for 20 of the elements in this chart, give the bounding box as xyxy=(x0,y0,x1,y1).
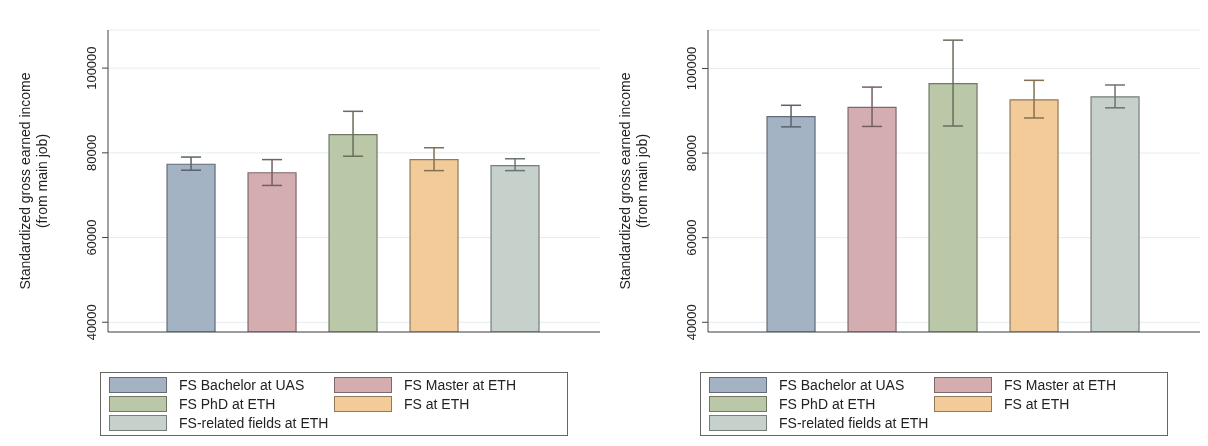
y-tick-label: 40000 xyxy=(684,304,699,341)
y-tick-label: 100000 xyxy=(684,46,699,91)
legend-label: FS at ETH xyxy=(404,396,470,412)
legend-label: FS Bachelor at UAS xyxy=(779,377,905,393)
legend-label: FS Master at ETH xyxy=(404,377,517,393)
legend-label: FS Bachelor at UAS xyxy=(179,377,305,393)
legend-label: FS Master at ETH xyxy=(1004,377,1117,393)
y-tick-label: 100000 xyxy=(84,46,99,90)
y-tick-label: 80000 xyxy=(684,135,699,172)
y-axis-title: Standardized gross earned income (from main job) xyxy=(617,72,650,290)
legend-label: FS-related fields at ETH xyxy=(779,415,929,431)
legend-label: FS PhD at ETH xyxy=(779,396,876,412)
legend-label: FS PhD at ETH xyxy=(179,396,276,412)
y-tick-label: 60000 xyxy=(684,219,699,256)
y-tick-label: 80000 xyxy=(84,134,99,171)
y-tick-label: 40000 xyxy=(84,304,99,341)
legend-label: FS at ETH xyxy=(1004,396,1070,412)
y-tick-label: 60000 xyxy=(84,219,99,256)
y-axis-title: Standardized gross earned income (from main job) xyxy=(17,72,50,290)
legend-label: FS-related fields at ETH xyxy=(179,415,329,431)
